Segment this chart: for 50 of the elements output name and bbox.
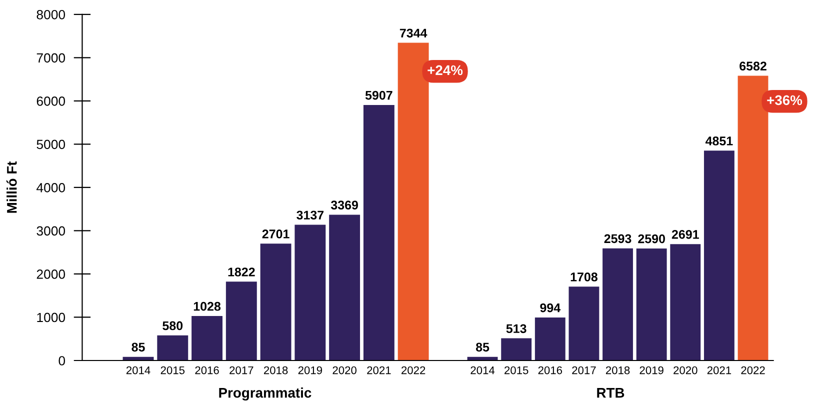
x-tick-label: 2019 bbox=[640, 366, 664, 374]
x-tick-label: 2020 bbox=[332, 366, 356, 374]
y-tick-label: 5000 bbox=[36, 140, 66, 150]
x-tick-label: 2022 bbox=[741, 366, 765, 374]
data-label: 2701 bbox=[262, 230, 290, 238]
data-label: 1708 bbox=[570, 272, 598, 282]
data-label: 513 bbox=[506, 324, 526, 334]
y-tick-label: 6000 bbox=[36, 96, 66, 106]
x-tick-label: 2021 bbox=[707, 366, 732, 374]
x-tick-label: 2015 bbox=[504, 366, 528, 374]
data-label: 6582 bbox=[740, 62, 766, 71]
x-tick-label: 2018 bbox=[264, 366, 288, 374]
x-tick-label: 2021 bbox=[367, 366, 391, 374]
x-tick-label: 2017 bbox=[230, 366, 254, 374]
data-label: 994 bbox=[540, 303, 561, 312]
x-tick-label: 2016 bbox=[195, 366, 219, 374]
annotation: +24% bbox=[428, 65, 463, 76]
x-tick-label: 2018 bbox=[606, 366, 630, 374]
data-label: 3137 bbox=[296, 210, 324, 220]
y-axis-title: Millió Ft bbox=[6, 161, 17, 213]
data-label: 7344 bbox=[400, 28, 428, 38]
data-label: 2691 bbox=[672, 230, 699, 239]
data-label: 4851 bbox=[705, 136, 733, 146]
data-label: 85 bbox=[132, 342, 145, 352]
data-label: 85 bbox=[476, 342, 490, 352]
y-tick-label: 7000 bbox=[36, 53, 66, 63]
y-tick-label: 4000 bbox=[36, 183, 66, 192]
x-axis-title: RTB bbox=[597, 388, 624, 398]
x-tick-label: 2015 bbox=[160, 366, 185, 374]
data-label: 2593 bbox=[604, 234, 632, 244]
x-axis-title: Programmatic bbox=[219, 388, 312, 401]
y-tick-label: 8000 bbox=[36, 10, 66, 20]
x-tick-label: 2014 bbox=[470, 366, 495, 374]
data-label: 1822 bbox=[228, 268, 255, 276]
x-tick-label: 2017 bbox=[572, 366, 596, 374]
data-label: 3369 bbox=[330, 200, 358, 210]
x-tick-label: 2014 bbox=[126, 366, 150, 374]
x-tick-label: 2019 bbox=[298, 366, 322, 374]
y-tick-label: 0 bbox=[58, 356, 66, 366]
y-tick-label: 3000 bbox=[36, 226, 66, 236]
data-label: 5907 bbox=[365, 90, 392, 100]
y-tick-label: 1000 bbox=[37, 312, 66, 322]
x-tick-label: 2022 bbox=[402, 366, 426, 374]
data-label: 580 bbox=[162, 321, 183, 330]
data-label: 2590 bbox=[638, 234, 665, 244]
x-tick-label: 2016 bbox=[538, 366, 562, 374]
x-tick-label: 2020 bbox=[674, 366, 698, 374]
data-label: 1028 bbox=[194, 302, 221, 311]
annotation: +36% bbox=[767, 95, 802, 106]
y-tick-label: 2000 bbox=[36, 270, 66, 279]
